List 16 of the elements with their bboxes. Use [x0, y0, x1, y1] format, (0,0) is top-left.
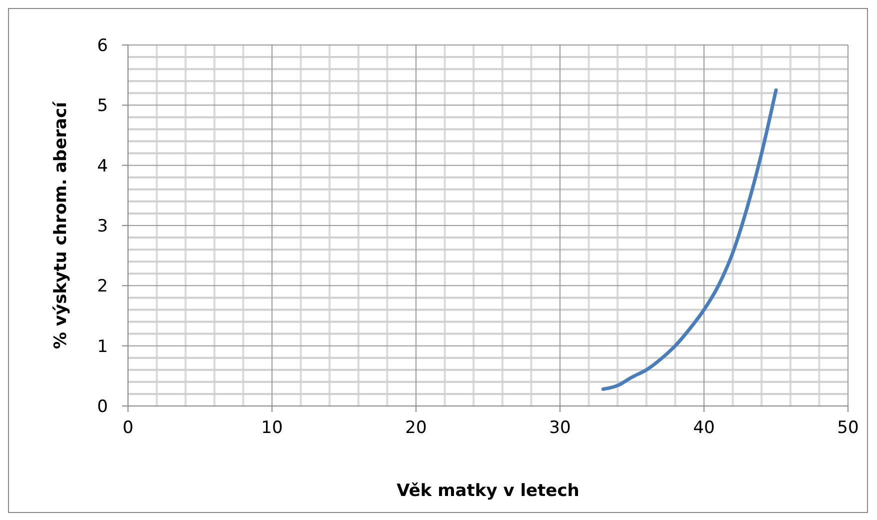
y-tick-label: 3 — [97, 216, 108, 236]
y-tick-label: 6 — [97, 36, 108, 56]
x-axis-title: Věk matky v letech — [396, 481, 580, 501]
y-tick-label: 2 — [97, 276, 108, 297]
x-tick-label: 40 — [693, 418, 715, 438]
x-tick-label: 0 — [122, 418, 134, 438]
y-tick-label: 0 — [97, 397, 108, 417]
x-tick-label: 20 — [405, 418, 427, 438]
y-tick-label: 4 — [97, 156, 108, 176]
x-tick-label: 30 — [549, 418, 571, 438]
y-tick-label: 1 — [97, 336, 108, 357]
y-tick-label: 5 — [97, 96, 108, 116]
y-axis-title: % výskytu chrom. aberací — [51, 100, 71, 350]
x-tick-label: 10 — [261, 418, 283, 438]
x-tick-label: 50 — [837, 418, 859, 438]
line-series — [601, 88, 778, 391]
